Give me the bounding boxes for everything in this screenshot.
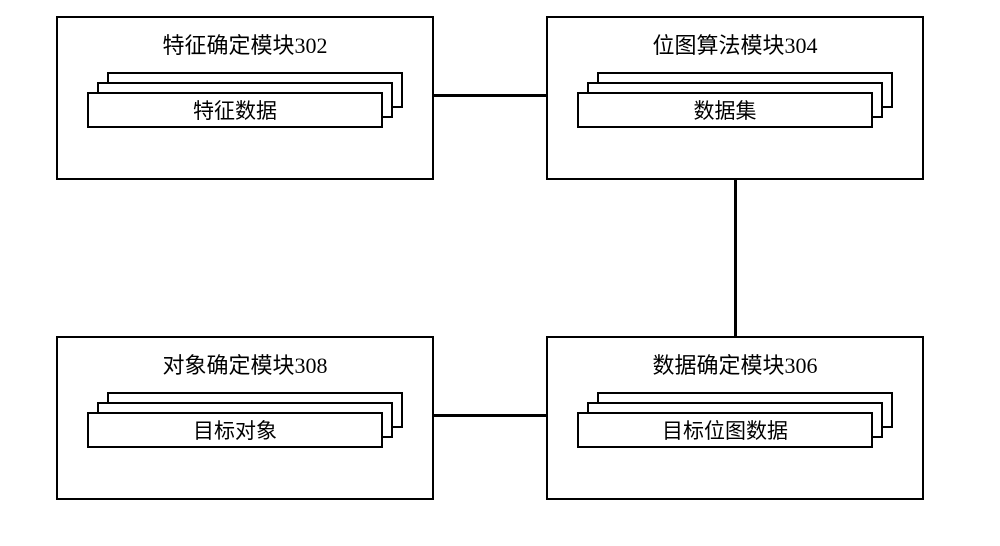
- edge-306-308: [434, 414, 546, 417]
- module-306-title: 数据确定模块306: [652, 348, 817, 380]
- module-304-stack: 数据集: [577, 72, 893, 168]
- module-302-title: 特征确定模块302: [162, 28, 327, 60]
- module-308-stack-label: 目标对象: [193, 415, 277, 445]
- stack-item-front: 数据集: [577, 92, 873, 128]
- module-306: 数据确定模块306 目标位图数据: [546, 336, 924, 500]
- module-304: 位图算法模块304 数据集: [546, 16, 924, 180]
- module-302: 特征确定模块302 特征数据: [56, 16, 434, 180]
- module-308-stack: 目标对象: [87, 392, 403, 488]
- module-302-stack: 特征数据: [87, 72, 403, 168]
- stack-item-front: 目标对象: [87, 412, 383, 448]
- module-306-stack-label: 目标位图数据: [662, 415, 788, 445]
- stack-item-front: 目标位图数据: [577, 412, 873, 448]
- edge-302-304: [434, 94, 546, 97]
- module-304-title: 位图算法模块304: [652, 28, 817, 60]
- module-308: 对象确定模块308 目标对象: [56, 336, 434, 500]
- stack-item-front: 特征数据: [87, 92, 383, 128]
- module-308-title: 对象确定模块308: [162, 348, 327, 380]
- module-302-stack-label: 特征数据: [193, 95, 277, 125]
- edge-304-306: [734, 180, 737, 336]
- module-306-stack: 目标位图数据: [577, 392, 893, 488]
- module-304-stack-label: 数据集: [694, 95, 757, 125]
